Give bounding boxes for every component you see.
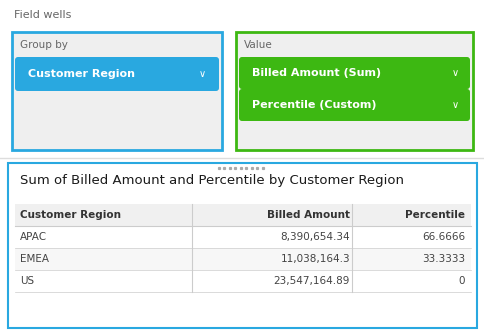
FancyBboxPatch shape [15,57,219,91]
Text: Percentile: Percentile [404,210,464,220]
Text: US: US [20,276,34,286]
Bar [15,204,470,226]
Bar [0,0,484,170]
Text: ∨: ∨ [451,100,458,110]
Bar [8,163,476,328]
Bar [236,32,472,150]
Text: Billed Amount: Billed Amount [267,210,349,220]
Text: 23,547,164.89: 23,547,164.89 [273,276,349,286]
Text: Group by: Group by [20,40,68,50]
FancyBboxPatch shape [239,57,469,89]
Text: EMEA: EMEA [20,254,49,264]
Text: 33.3333: 33.3333 [421,254,464,264]
Text: ∨: ∨ [198,69,206,79]
Bar [12,32,222,150]
Text: Percentile (Custom): Percentile (Custom) [252,100,376,110]
Text: APAC: APAC [20,232,47,242]
Text: 11,038,164.3: 11,038,164.3 [280,254,349,264]
Text: Field wells: Field wells [14,10,71,20]
Text: 8,390,654.34: 8,390,654.34 [280,232,349,242]
Bar [15,226,470,248]
Text: 66.6666: 66.6666 [421,232,464,242]
Text: Customer Region: Customer Region [20,210,121,220]
Text: Billed Amount (Sum): Billed Amount (Sum) [252,68,380,78]
Text: 0: 0 [457,276,464,286]
Text: Value: Value [243,40,272,50]
Text: Customer Region: Customer Region [28,69,135,79]
Text: Sum of Billed Amount and Percentile by Customer Region: Sum of Billed Amount and Percentile by C… [20,174,403,187]
Bar [15,248,470,270]
Text: ∨: ∨ [451,68,458,78]
FancyBboxPatch shape [239,89,469,121]
Bar [15,270,470,292]
